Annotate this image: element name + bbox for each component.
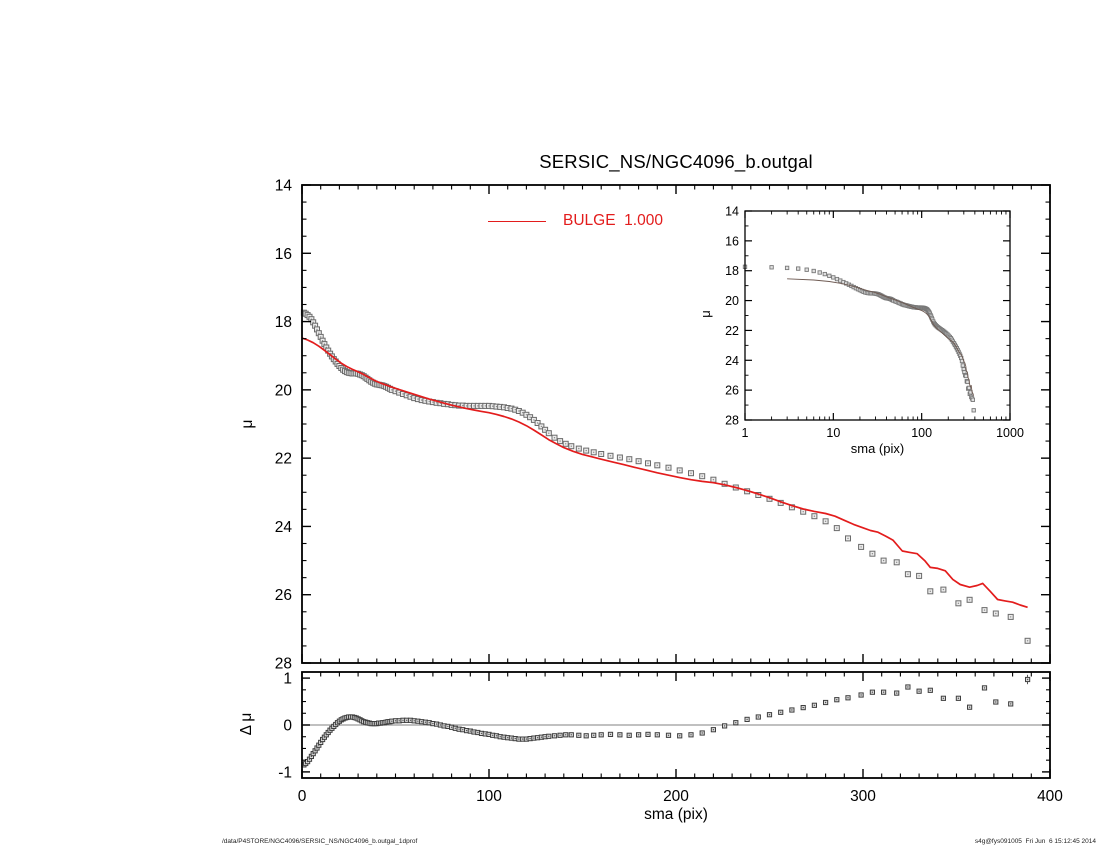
svg-text:400: 400 (1037, 788, 1063, 805)
svg-text:26: 26 (725, 384, 739, 398)
footer-output-path: /data/P4STORE/NGC4096/SERSIC_NS/NGC4096_… (222, 838, 418, 845)
svg-text:-1: -1 (278, 764, 292, 781)
svg-text:16: 16 (275, 246, 292, 263)
main-data-series (300, 309, 1031, 644)
svg-text:24: 24 (725, 354, 739, 368)
svg-text:28: 28 (275, 656, 292, 673)
main-model-line (301, 337, 1028, 609)
residual-y-axis-label: Δ μ (238, 712, 255, 736)
inset-x-axis-label: sma (pix) (850, 441, 905, 456)
svg-text:18: 18 (725, 264, 739, 278)
svg-text:16: 16 (725, 234, 739, 248)
svg-text:20: 20 (275, 382, 293, 399)
svg-text:1000: 1000 (996, 426, 1024, 440)
legend-line-swatch (488, 221, 546, 222)
residual-data-series (301, 674, 1031, 768)
svg-text:22: 22 (725, 324, 739, 338)
svg-text:24: 24 (275, 519, 293, 536)
svg-text:18: 18 (275, 314, 292, 331)
footer-signature-timestamp: s4g@fys091005 Fri Jun 6 15:12:45 2014 (974, 838, 1096, 845)
svg-text:20: 20 (725, 294, 739, 308)
axis-ticks (301, 184, 1051, 778)
svg-text:0: 0 (298, 788, 307, 805)
svg-text:100: 100 (911, 426, 932, 440)
inset-model-line (787, 278, 975, 396)
svg-text:26: 26 (275, 587, 292, 604)
plot-title: SERSIC_NS/NGC4096_b.outgal (539, 151, 813, 172)
main-y-axis-label: μ (239, 419, 256, 429)
svg-text:14: 14 (725, 205, 739, 219)
tick-labels: 0 100 200 300 400 14 16 18 20 22 24 26 28 -1 0 1 1 10 100 1… (275, 178, 1064, 806)
svg-text:1: 1 (742, 426, 749, 440)
inset-y-axis-label: μ (698, 310, 713, 318)
legend-label: BULGE 1.000 (563, 212, 663, 229)
svg-text:300: 300 (850, 788, 876, 805)
svg-text:1: 1 (283, 671, 292, 688)
x-axis-label: sma (pix) (644, 806, 708, 823)
svg-text:200: 200 (663, 788, 689, 805)
svg-text:0: 0 (283, 718, 292, 735)
inset-background (745, 211, 1010, 420)
svg-text:100: 100 (476, 788, 502, 805)
svg-text:14: 14 (275, 178, 293, 195)
svg-text:10: 10 (826, 426, 840, 440)
svg-text:22: 22 (275, 451, 292, 468)
svg-text:28: 28 (725, 414, 739, 428)
